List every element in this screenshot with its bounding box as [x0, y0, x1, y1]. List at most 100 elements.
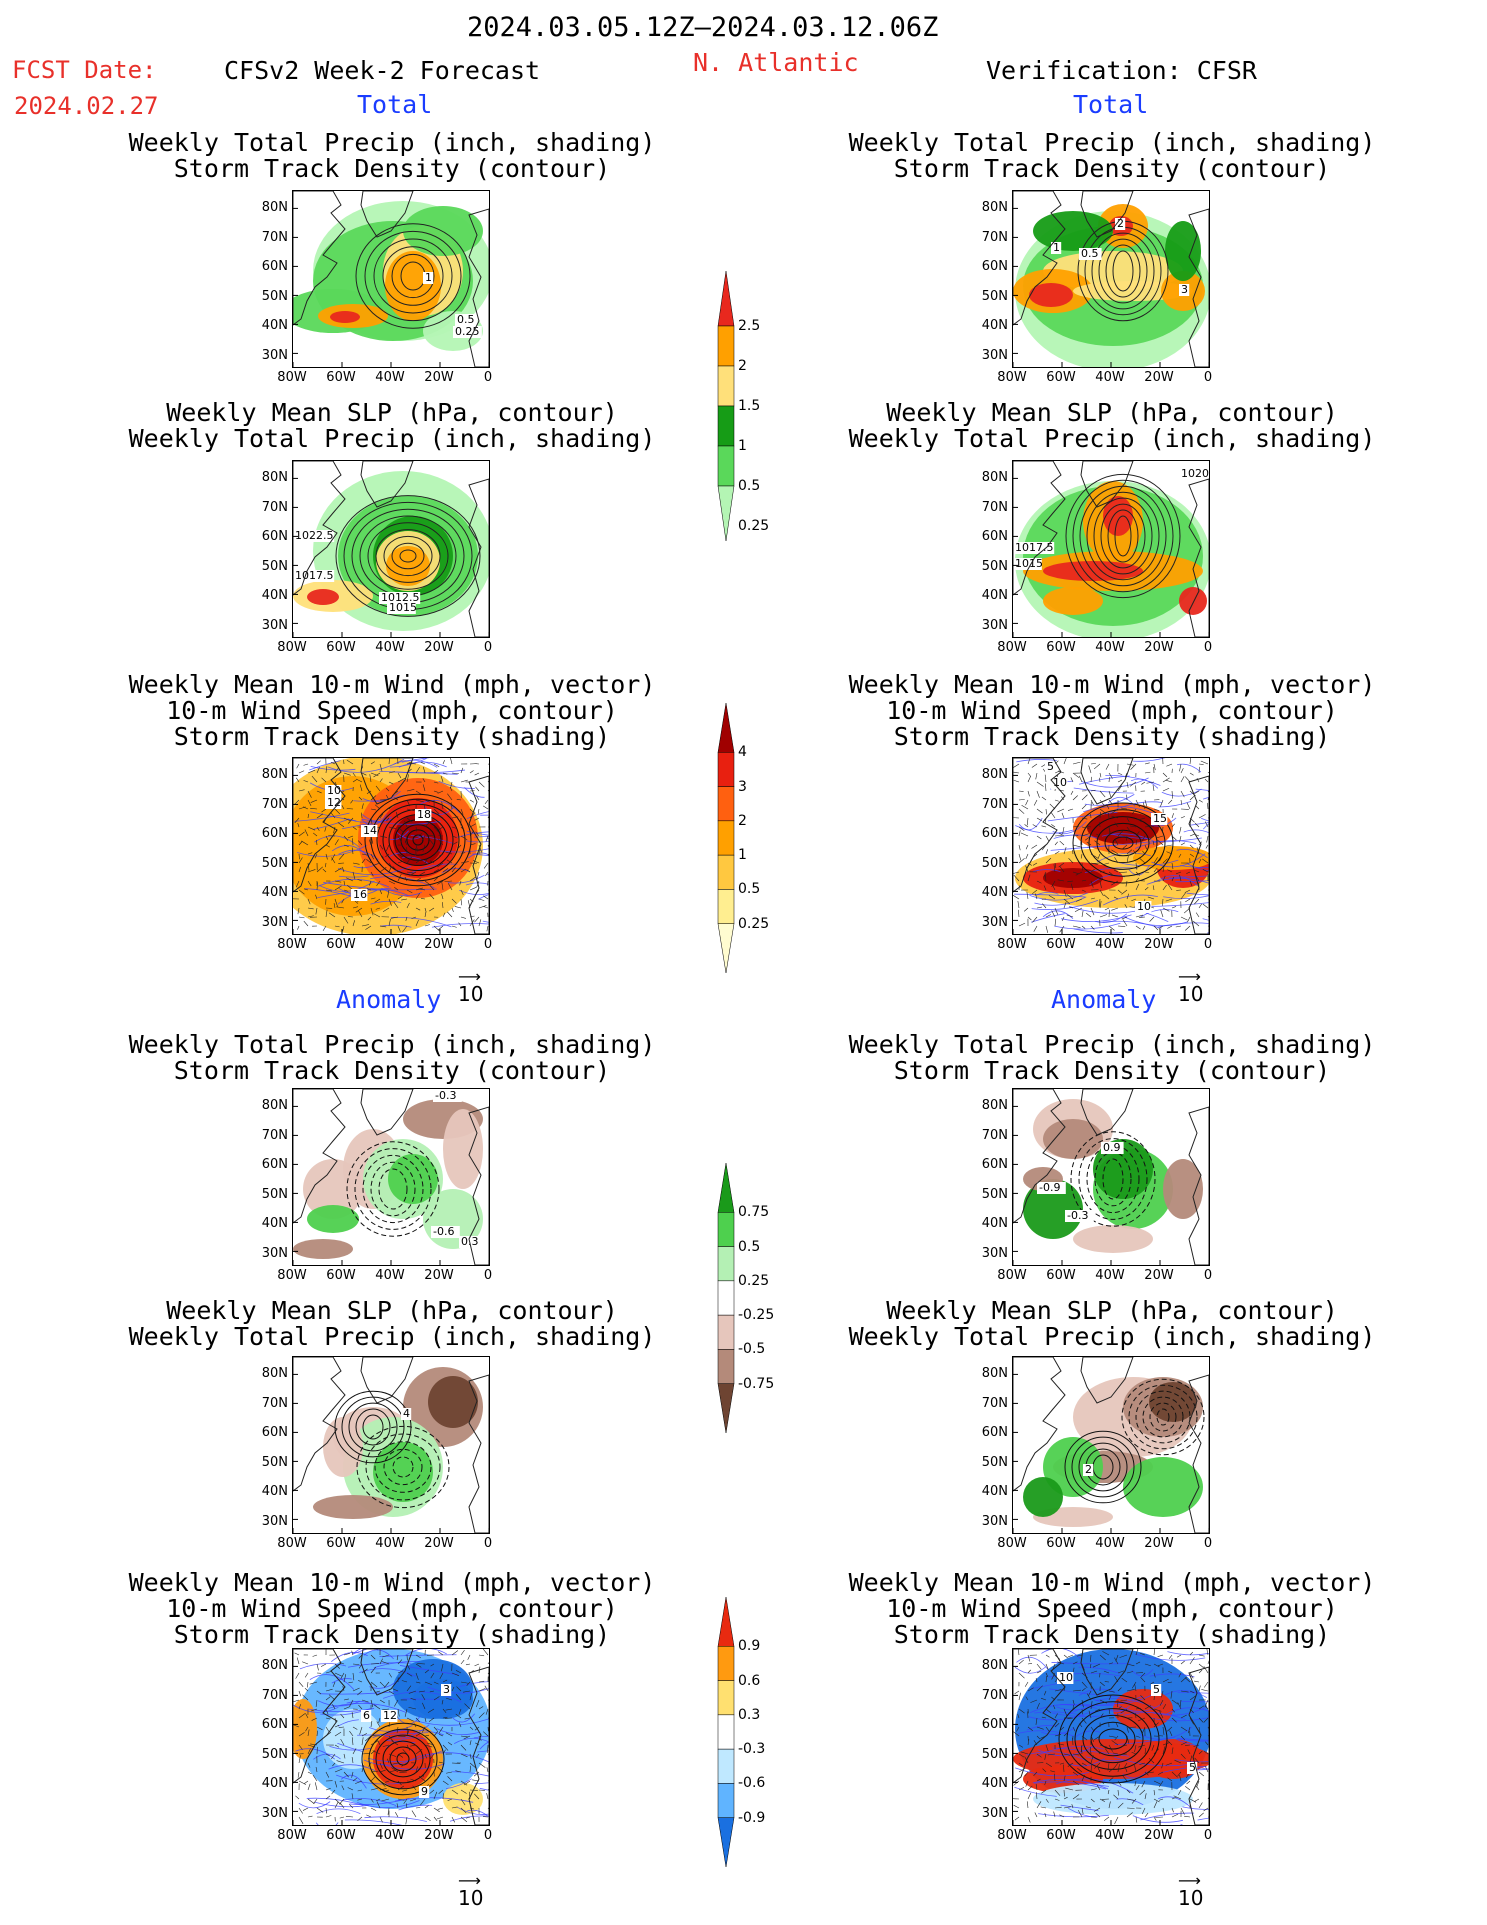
lat-tick-label: 40N [981, 885, 1008, 900]
lon-tick-label: 20W [424, 1536, 454, 1551]
lon-tick-label: 80W [997, 1536, 1027, 1551]
svg-text:-0.9: -0.9 [1039, 1181, 1060, 1194]
panel-title: Weekly Total Precip (inch, shading) [848, 128, 1376, 157]
lon-tick-label: 0 [1203, 937, 1213, 952]
svg-text:1015: 1015 [1015, 557, 1043, 570]
panel-title: Weekly Mean SLP (hPa, contour) [166, 1296, 618, 1325]
colorbar-label: 1.5 [738, 398, 761, 414]
lon-tick-label: 0 [483, 370, 493, 385]
contour-label: 10 [1135, 900, 1152, 913]
panel-title: 10-m Wind Speed (mph, contour) [886, 1594, 1338, 1623]
lon-tick-label: 20W [1144, 1536, 1174, 1551]
contour-label: 1 [423, 271, 434, 284]
svg-text:-0.6: -0.6 [433, 1225, 454, 1238]
left-anomaly-label: Anomaly [336, 985, 442, 1014]
lat-tick-label: 50N [981, 558, 1008, 574]
lat-tick-label: 70N [981, 1395, 1008, 1411]
svg-text:12: 12 [327, 796, 341, 809]
colorbar-swatch [717, 365, 735, 407]
lat-tick-label: 80N [981, 470, 1008, 485]
lon-tick-label: 60W [326, 370, 356, 385]
right-anomaly-label: Anomaly [1051, 985, 1157, 1014]
lat-tick-label: 40N [981, 588, 1008, 603]
colorbar-label: 0.25 [738, 915, 770, 932]
colorbar-label: 3 [738, 778, 747, 795]
contour-label: 6 [361, 1709, 372, 1722]
lat-tick-label: 60N [981, 529, 1008, 544]
colorbar-label: 0.25 [738, 518, 770, 534]
lon-tick-label: 60W [1046, 937, 1076, 952]
vector-reference: ⟶ 10 [1178, 1873, 1203, 1911]
contour-label: 10 [1057, 1671, 1074, 1684]
panel-title: Storm Track Density (contour) [173, 154, 611, 183]
svg-text:1022.5: 1022.5 [295, 529, 334, 542]
colorbar-swatch [717, 1162, 735, 1213]
lat-tick-label: 50N [981, 1454, 1008, 1470]
svg-text:14: 14 [363, 824, 377, 837]
lat-tick-label: 50N [261, 855, 288, 871]
panel-title: Weekly Mean 10-m Wind (mph, vector) [128, 1568, 656, 1597]
lon-tick-label: 20W [1144, 640, 1174, 655]
colorbar-swatch [717, 445, 735, 487]
svg-text:4: 4 [403, 1407, 410, 1420]
contour-label: 4 [401, 1407, 412, 1420]
svg-text:0.9: 0.9 [1103, 1141, 1121, 1154]
svg-text:12: 12 [383, 1709, 397, 1722]
lat-tick-label: 50N [981, 855, 1008, 871]
contour-label: 1015 [1013, 557, 1043, 570]
colorbar-label: 0.6 [738, 1672, 761, 1689]
svg-text:5: 5 [1189, 1761, 1196, 1774]
colorbar-swatch [717, 702, 735, 753]
lat-tick-label: 50N [981, 1186, 1008, 1202]
map-p8: 0.9 -0.9 -0.3 [1013, 1089, 1209, 1265]
map-panel: 0.9 -0.9 -0.3 [1012, 1088, 1210, 1266]
colorbar-label: 0.5 [738, 881, 761, 898]
svg-text:-0.3: -0.3 [435, 1089, 456, 1102]
arrow-icon: ⟶ [458, 967, 481, 986]
lat-tick-label: 60N [981, 1717, 1008, 1732]
contour-label: 9 [419, 1785, 430, 1798]
lon-tick-label: 40W [375, 1536, 405, 1551]
svg-text:10: 10 [1053, 776, 1067, 789]
svg-text:18: 18 [417, 808, 431, 821]
lat-tick-label: 80N [981, 1658, 1008, 1673]
panel-title: Weekly Total Precip (inch, shading) [848, 424, 1376, 453]
lat-tick-label: 40N [981, 1776, 1008, 1791]
panel-title: Storm Track Density (shading) [173, 1620, 611, 1649]
lat-tick-label: 30N [981, 347, 1008, 363]
lat-tick-label: 30N [981, 1805, 1008, 1821]
colorbar-label: 0.5 [738, 1238, 761, 1255]
panel-title: Weekly Total Precip (inch, shading) [848, 1322, 1376, 1351]
lat-tick-label: 80N [981, 1366, 1008, 1381]
lon-tick-label: 20W [424, 370, 454, 385]
map-p9: 4 [293, 1357, 489, 1533]
panel-title: Storm Track Density (contour) [893, 1056, 1331, 1085]
colorbar-label: -0.6 [738, 1775, 766, 1792]
colorbar-precip-total [717, 270, 735, 542]
lat-tick-label: 30N [261, 347, 288, 363]
svg-text:10: 10 [1059, 1671, 1073, 1684]
colorbar-swatch [717, 325, 735, 367]
lat-tick-label: 60N [261, 1425, 288, 1440]
lon-tick-label: 60W [326, 640, 356, 655]
colorbar-swatch [717, 854, 735, 890]
lon-tick-label: 40W [375, 370, 405, 385]
colorbar-swatch [717, 889, 735, 924]
contour-label: 1 [1051, 241, 1062, 254]
fcst-date-value: 2024.02.27 [14, 92, 159, 120]
map-p1: 1 0.50.25 [293, 191, 489, 367]
lat-tick-label: 40N [261, 588, 288, 603]
colorbar-label: 4 [738, 744, 747, 761]
colorbar-swatch [717, 1714, 735, 1750]
svg-text:15: 15 [1153, 812, 1167, 825]
lon-tick-label: 0 [483, 1268, 493, 1283]
colorbar-swatch [717, 485, 735, 542]
map-panel: 1022.5 1017.5 1012.5 1015 [292, 460, 490, 638]
lon-tick-label: 40W [375, 937, 405, 952]
svg-text:5: 5 [1153, 1683, 1160, 1696]
lon-tick-label: 80W [277, 370, 307, 385]
colorbar-swatch [717, 820, 735, 856]
contour-label: 14 [361, 824, 378, 837]
